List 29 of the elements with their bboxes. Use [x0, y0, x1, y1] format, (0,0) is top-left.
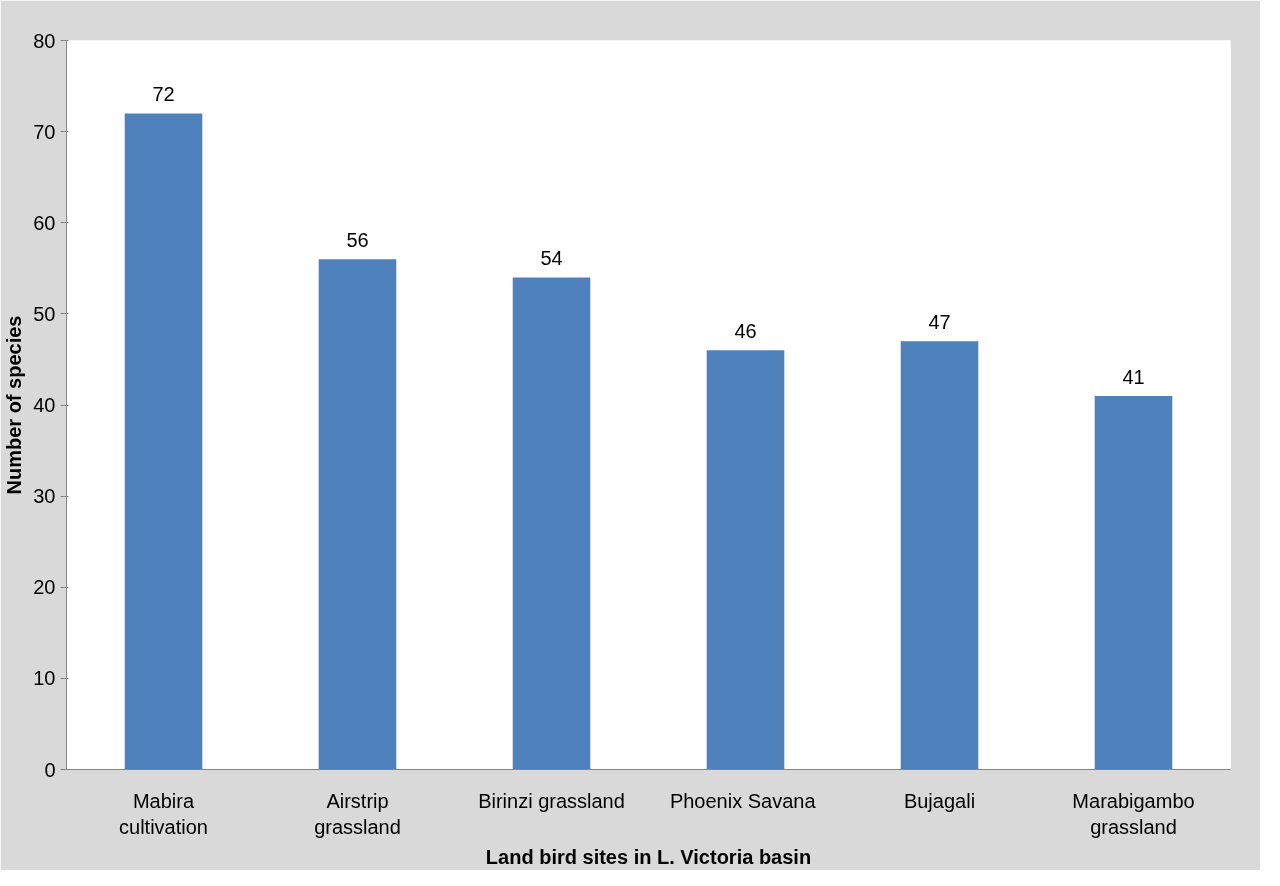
x-tick-label: Mabira cultivation [119, 789, 208, 838]
y-tick-label: 80 [33, 29, 56, 52]
data-label: 72 [152, 83, 175, 106]
y-tick-label: 40 [33, 394, 56, 416]
data-label: 46 [734, 320, 757, 343]
y-tick-label: 50 [33, 302, 56, 325]
y-tick-label: 10 [33, 667, 56, 690]
bar [900, 341, 979, 770]
bar [318, 259, 397, 770]
x-axis-title: Land bird sites in L. Victoria basin [485, 845, 812, 868]
x-tick-label: Phoenix Savana [669, 789, 817, 812]
y-axis-title: Number of species [3, 315, 26, 495]
x-tick-label: Airstrip grassland [314, 789, 401, 838]
bar [124, 113, 203, 770]
y-tick-label: 20 [33, 576, 56, 599]
x-tick-label: Birinzi grassland [478, 789, 625, 812]
y-tick-label: 0 [44, 758, 56, 781]
data-label: 41 [1122, 365, 1145, 388]
y-tick-label: 60 [33, 211, 56, 234]
data-label: 47 [928, 311, 951, 334]
data-label: 54 [540, 247, 563, 270]
data-label: 56 [346, 229, 369, 252]
y-tick-label: 70 [33, 120, 56, 143]
bar [706, 350, 785, 770]
bar [1094, 395, 1173, 770]
x-tick-label: Marabigambo grassland [1072, 789, 1195, 838]
y-tick-label: 30 [33, 485, 56, 508]
bar [512, 277, 591, 770]
x-tick-label: Bujagali [903, 789, 976, 812]
